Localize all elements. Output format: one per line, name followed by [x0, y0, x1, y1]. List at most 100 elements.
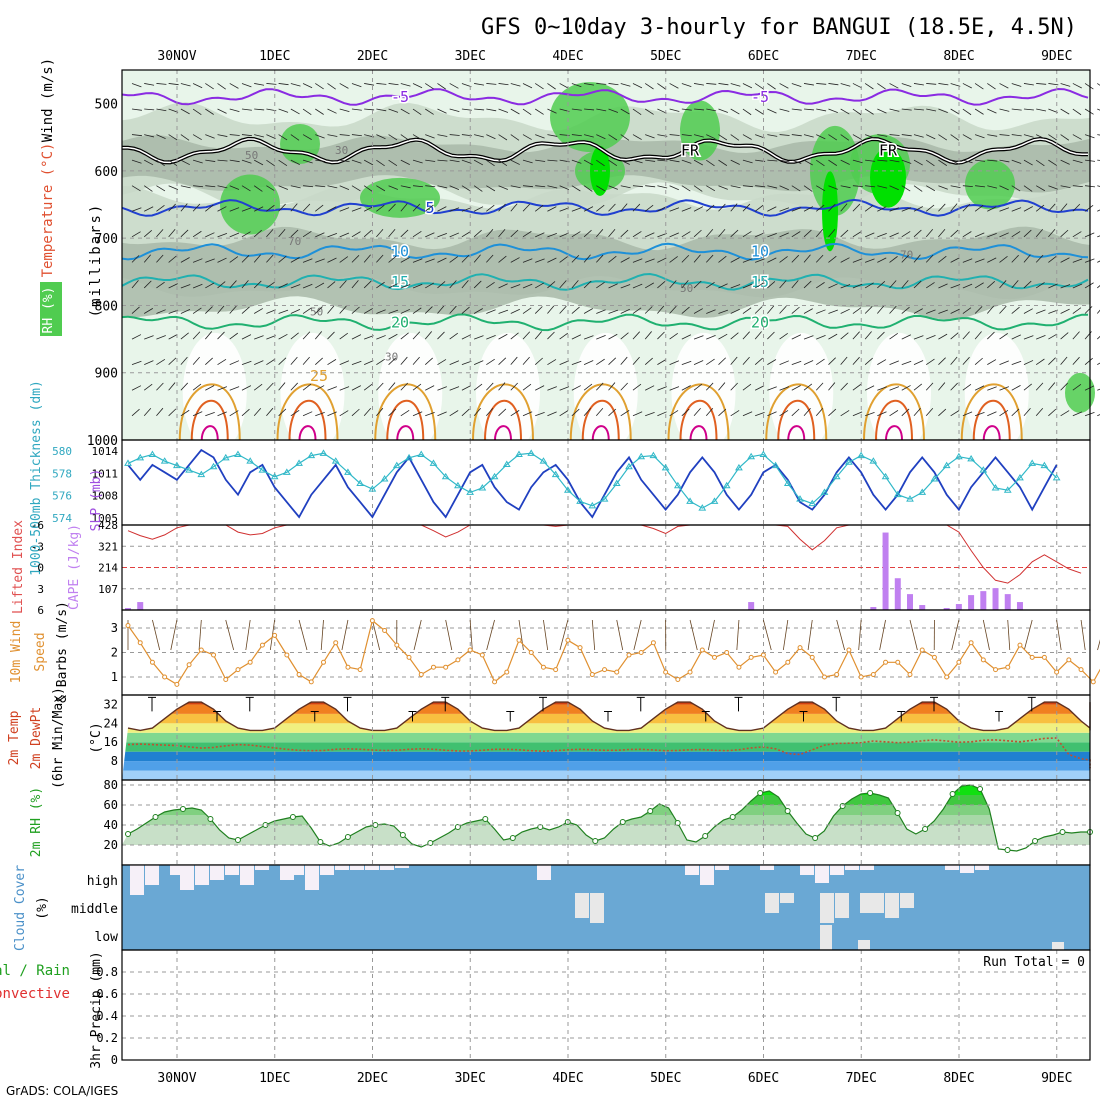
- wind-barb: [339, 108, 350, 113]
- rh-tick: 60: [104, 798, 118, 812]
- wind-barb: [302, 108, 312, 116]
- wind-barb: [559, 386, 570, 391]
- thickness-marker: [637, 452, 646, 460]
- wind-barb: [962, 83, 972, 89]
- wind-barb: [1084, 83, 1094, 90]
- wind-barb: [669, 185, 679, 191]
- cloud-low-bar: [858, 940, 870, 950]
- thickness-marker: [747, 452, 756, 460]
- wind-barb: [314, 331, 323, 340]
- wind-barb: [938, 83, 949, 86]
- wind-barb: [498, 134, 508, 141]
- wind-barb: [1060, 284, 1071, 289]
- wind-barb: [645, 385, 655, 391]
- wind-barb: [864, 282, 874, 289]
- wind-barb: [327, 257, 337, 263]
- wind-barb: [596, 229, 604, 238]
- wind-barb: [632, 258, 643, 263]
- wind-marker: [687, 669, 693, 675]
- wind-barb: [1080, 619, 1086, 651]
- wind-barb: [901, 360, 912, 366]
- wind-barb: [1023, 407, 1031, 417]
- wind-barb: [938, 309, 948, 314]
- wind-barb: [669, 83, 679, 89]
- day-label-top: 30NOV: [157, 49, 196, 64]
- wind-barb: [999, 360, 1009, 366]
- wind-barb: [816, 108, 827, 112]
- wind-barb: [486, 619, 495, 651]
- wind-barb: [1072, 83, 1082, 89]
- wind-barb: [1048, 283, 1058, 289]
- wind-barb: [425, 204, 434, 212]
- wind-barb: [327, 108, 337, 114]
- wind-barb: [1035, 382, 1044, 391]
- wind-barb: [437, 233, 448, 238]
- thickness-marker: [759, 450, 768, 457]
- wind-barb: [400, 134, 410, 141]
- wind-barb: [596, 254, 604, 263]
- wind-barb: [852, 231, 862, 238]
- wind-barb: [473, 229, 482, 238]
- wind-barb: [339, 207, 350, 212]
- wind-barb: [388, 382, 396, 391]
- wind-barb: [245, 619, 251, 651]
- wind-barb: [205, 83, 214, 90]
- wind-barb: [217, 281, 226, 289]
- rh-marker: [482, 816, 489, 822]
- wind-barb: [522, 203, 531, 212]
- wind-barb: [1023, 360, 1034, 366]
- wind-barb: [608, 108, 619, 113]
- wind-barb: [681, 334, 692, 340]
- wind-barb: [315, 258, 325, 263]
- wind-barb: [437, 281, 446, 289]
- rh-marker: [152, 814, 159, 820]
- thickness-marker: [808, 499, 817, 507]
- wind-barb: [339, 332, 349, 340]
- wind-barb: [583, 383, 593, 391]
- rh-marker: [1004, 847, 1011, 853]
- wind-barb: [950, 134, 960, 141]
- wind-barb: [707, 619, 715, 651]
- wind-barb: [950, 308, 960, 314]
- wind-marker: [565, 637, 571, 643]
- wind-barb: [571, 408, 580, 417]
- wind-barb: [241, 360, 252, 366]
- wind-barb: [693, 229, 702, 238]
- wind-marker: [870, 672, 876, 678]
- cloud-high-bar: [537, 865, 551, 880]
- thickness-marker: [246, 457, 255, 464]
- wind-barb: [632, 231, 642, 238]
- wind-barb: [889, 410, 899, 417]
- wind-barb: [217, 257, 227, 263]
- wind-barb: [938, 229, 946, 238]
- wind-barb: [534, 357, 543, 365]
- wind-marker: [149, 659, 155, 665]
- wind-barb: [376, 382, 384, 391]
- wind-barb: [889, 108, 900, 112]
- cloud-high-bar: [860, 865, 874, 870]
- wind-barb: [388, 108, 399, 113]
- cloud-high-bar: [210, 865, 224, 880]
- wind-barb: [461, 185, 471, 192]
- wind-barb: [547, 359, 557, 365]
- wind-barb: [315, 385, 325, 391]
- wind-barb: [290, 134, 300, 141]
- wind-barb: [583, 185, 593, 192]
- wind-barb: [987, 305, 995, 314]
- wind-barb: [131, 185, 141, 192]
- wind-barb: [278, 185, 289, 190]
- wind-barb: [755, 258, 765, 263]
- rh-marker: [289, 814, 296, 820]
- wind-barb: [315, 185, 326, 188]
- thickness-marker: [209, 462, 218, 470]
- wind-barb: [278, 203, 286, 212]
- wind-barb: [583, 134, 594, 138]
- wind-barb: [828, 134, 838, 141]
- wind-barb: [376, 185, 386, 192]
- wind-barb: [339, 134, 350, 136]
- cloud-axis-label: Cloud Cover: [13, 865, 28, 951]
- wind-barb: [315, 232, 325, 238]
- wind-barb: [1097, 235, 1100, 238]
- rh-marker: [454, 824, 461, 830]
- wind-barb: [987, 206, 997, 212]
